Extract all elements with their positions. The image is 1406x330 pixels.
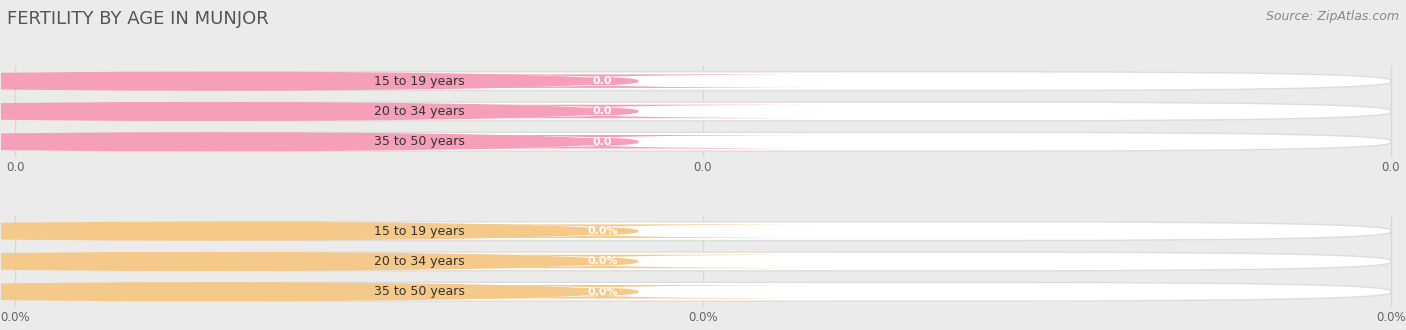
Text: FERTILITY BY AGE IN MUNJOR: FERTILITY BY AGE IN MUNJOR [7,10,269,28]
FancyBboxPatch shape [15,132,1391,151]
Text: 0.0%: 0.0% [588,256,619,266]
Text: 0.0: 0.0 [593,107,613,116]
FancyBboxPatch shape [363,224,844,238]
Text: 0.0: 0.0 [593,76,613,86]
Text: 15 to 19 years: 15 to 19 years [374,225,465,238]
FancyBboxPatch shape [15,252,1391,271]
Text: 0.0: 0.0 [593,137,613,147]
Text: 20 to 34 years: 20 to 34 years [374,105,465,118]
Circle shape [0,103,610,120]
Circle shape [0,222,610,240]
Text: 35 to 50 years: 35 to 50 years [374,135,465,148]
Text: 35 to 50 years: 35 to 50 years [374,285,465,298]
FancyBboxPatch shape [363,255,844,268]
FancyBboxPatch shape [363,135,844,148]
Circle shape [0,283,610,301]
FancyBboxPatch shape [15,102,1391,121]
Text: 15 to 19 years: 15 to 19 years [374,75,465,88]
FancyBboxPatch shape [363,74,844,88]
FancyBboxPatch shape [363,285,844,299]
Text: 0.0%: 0.0% [588,226,619,236]
Circle shape [0,133,610,150]
Circle shape [0,72,610,90]
Circle shape [0,252,610,270]
FancyBboxPatch shape [15,222,1391,241]
FancyBboxPatch shape [15,282,1391,301]
Text: 20 to 34 years: 20 to 34 years [374,255,465,268]
Text: Source: ZipAtlas.com: Source: ZipAtlas.com [1265,10,1399,23]
Text: 0.0%: 0.0% [588,287,619,297]
FancyBboxPatch shape [15,72,1391,90]
FancyBboxPatch shape [363,105,844,118]
